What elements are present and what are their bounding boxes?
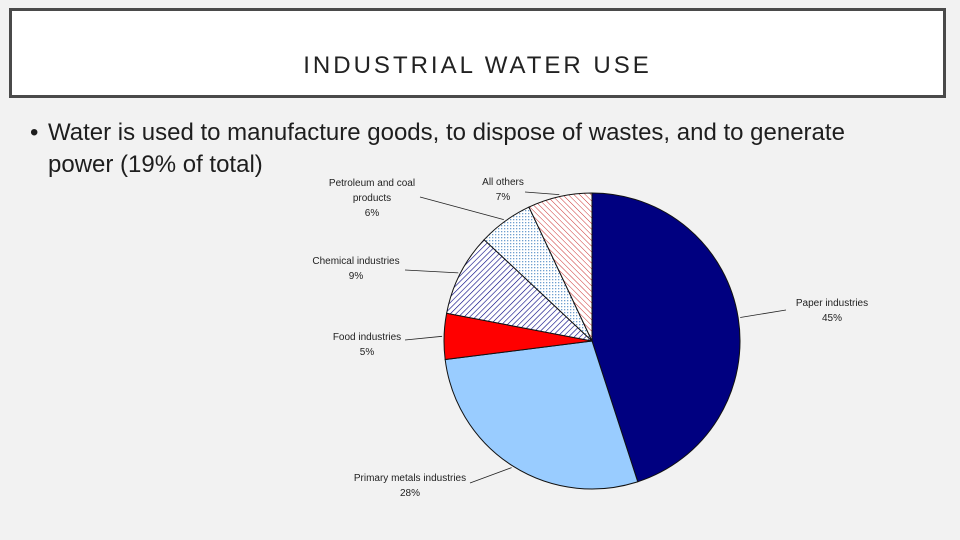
leader-line [524,191,560,195]
slice-category-label: products [353,193,391,204]
leader-line [419,196,504,220]
slice-category-label: Chemical industries [312,256,399,267]
pie-slice [528,192,593,342]
leader-line [404,335,443,341]
slice-category-label: All others [482,177,524,188]
title-box: INDUSTRIAL WATER USE [9,8,946,98]
leader-line [404,269,459,274]
pie-slice [446,238,594,342]
slice-category-label: Food industries [333,332,401,343]
slice-percent-label: 5% [360,347,375,358]
slice-percent-label: 45% [822,313,842,324]
slice-category-label: Petroleum and coal [329,178,415,189]
bullet-marker: • [30,119,39,146]
leader-line [469,467,512,484]
slice-percent-label: 9% [349,271,364,282]
bullet-point: • Water is used to manufacture goods, to… [30,117,910,181]
bullet-text: Water is used to manufacture goods, to d… [48,119,845,178]
slice-percent-label: 7% [496,192,511,203]
pie-slice [591,192,741,483]
slide-title: INDUSTRIAL WATER USE [303,52,652,79]
slice-category-label: Paper industries [796,298,868,309]
slice-percent-label: 28% [400,488,420,499]
slice-category-label: Primary metals industries [354,473,466,484]
pie-slice [444,340,639,490]
leader-line [740,309,787,318]
slice-percent-label: 6% [365,208,380,219]
